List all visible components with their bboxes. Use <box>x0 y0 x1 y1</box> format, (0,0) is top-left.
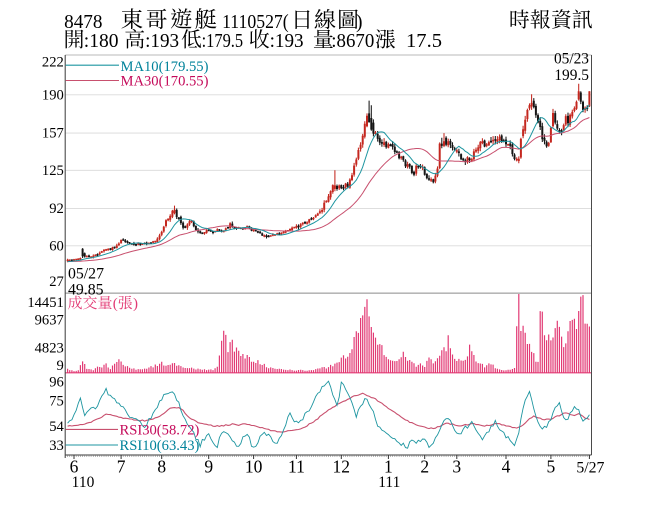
svg-text:157: 157 <box>42 126 64 142</box>
svg-text:110: 110 <box>72 474 95 491</box>
svg-text:(: ( <box>113 296 118 312</box>
svg-text::179.5: :179.5 <box>202 31 244 52</box>
svg-text:49.85: 49.85 <box>68 282 104 299</box>
svg-text:11: 11 <box>288 457 305 477</box>
svg-text:199.5: 199.5 <box>554 67 589 84</box>
svg-text:): ) <box>133 296 138 312</box>
svg-text:): ) <box>356 12 363 33</box>
svg-text:125: 125 <box>42 163 64 179</box>
svg-text::193: :193 <box>145 31 179 52</box>
svg-text:8478: 8478 <box>64 12 102 33</box>
svg-text::180: :180 <box>84 31 119 52</box>
svg-text:33: 33 <box>49 438 64 454</box>
svg-text:9637: 9637 <box>35 313 64 329</box>
svg-text:190: 190 <box>42 87 64 103</box>
svg-text:222: 222 <box>42 54 64 70</box>
svg-text:75: 75 <box>49 394 64 410</box>
svg-text:1110527(: 1110527( <box>222 12 289 33</box>
svg-text:3: 3 <box>452 457 461 477</box>
svg-text:6: 6 <box>70 457 79 477</box>
svg-text:17.5: 17.5 <box>406 31 442 52</box>
svg-text:14451: 14451 <box>27 295 63 311</box>
svg-text:1: 1 <box>384 457 393 477</box>
svg-text:05/23: 05/23 <box>554 51 589 68</box>
svg-text:7: 7 <box>117 457 126 477</box>
svg-text:MA30(170.55): MA30(170.55) <box>121 74 209 90</box>
svg-text:5: 5 <box>547 457 556 477</box>
svg-text:9: 9 <box>204 457 213 477</box>
svg-text:05/27: 05/27 <box>68 266 104 283</box>
svg-text::193: :193 <box>270 31 304 52</box>
svg-text:54: 54 <box>49 419 64 435</box>
svg-text:96: 96 <box>49 375 64 391</box>
svg-text:5/27: 5/27 <box>576 460 604 477</box>
svg-text:27: 27 <box>49 274 64 290</box>
svg-text:8: 8 <box>157 457 166 477</box>
svg-text:12: 12 <box>333 457 351 477</box>
svg-text::8670: :8670 <box>331 31 374 52</box>
svg-text:RSI10(63.43): RSI10(63.43) <box>120 438 200 454</box>
svg-text:9: 9 <box>57 358 64 374</box>
svg-text:10: 10 <box>245 457 263 477</box>
svg-text:4823: 4823 <box>35 340 64 356</box>
svg-text:92: 92 <box>49 201 64 217</box>
svg-text:2: 2 <box>420 457 429 477</box>
svg-text:111: 111 <box>378 474 400 491</box>
svg-text:RSI30(58.72): RSI30(58.72) <box>120 422 200 438</box>
svg-text:60: 60 <box>49 238 64 254</box>
svg-text:MA10(179.55): MA10(179.55) <box>121 59 209 75</box>
svg-text:4: 4 <box>502 457 511 477</box>
